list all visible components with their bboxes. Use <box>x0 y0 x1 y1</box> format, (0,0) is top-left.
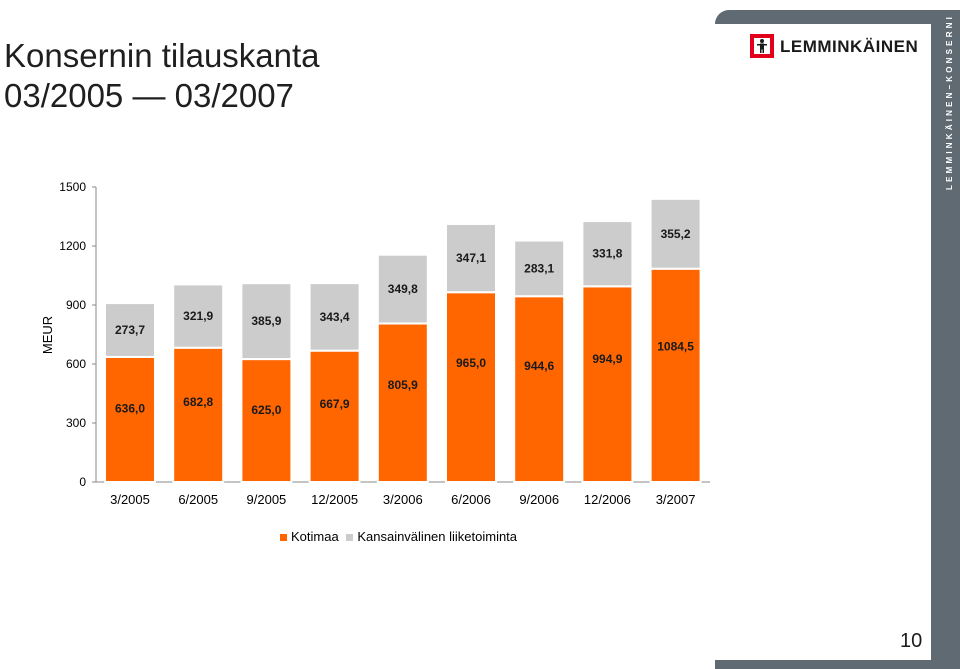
bar-kansainvalinen <box>445 222 497 294</box>
data-label-kansainvalinen: 343,4 <box>320 310 350 324</box>
bar-kotimaa <box>308 349 361 483</box>
data-label-kotimaa: 1084,5 <box>657 340 694 354</box>
legend-label-kotimaa: Kotimaa <box>291 529 339 544</box>
bar-kotimaa <box>104 355 156 484</box>
bar-kotimaa <box>581 285 634 483</box>
bar-kotimaa <box>513 295 566 483</box>
x-tick-label: 3/2006 <box>383 492 423 507</box>
legend-swatch-kansainvalinen <box>346 534 354 542</box>
x-tick-label: 9/2005 <box>247 492 287 507</box>
x-tick-label: 3/2007 <box>656 492 696 507</box>
data-label-kotimaa: 994,9 <box>592 352 622 366</box>
data-label-kansainvalinen: 349,8 <box>388 282 418 296</box>
data-label-kansainvalinen: 273,7 <box>115 323 145 337</box>
frame-bottom-bar <box>715 660 960 669</box>
x-tick-label: 9/2006 <box>519 492 559 507</box>
slide-title: Konsernin tilauskanta 03/2005 — 03/2007 <box>4 36 320 116</box>
data-label-kansainvalinen: 331,8 <box>592 247 622 261</box>
legend-item-kansainvalinen: Kansainvälinen liiketoiminta <box>346 529 517 544</box>
data-label-kansainvalinen: 385,9 <box>251 314 281 328</box>
y-tick-label: 600 <box>66 357 86 371</box>
bar-kansainvalinen <box>172 283 225 349</box>
data-label-kotimaa: 667,9 <box>320 397 350 411</box>
bar-kotimaa <box>376 322 429 484</box>
logo-mark-inner <box>754 38 770 54</box>
frame-right-bar <box>931 10 960 669</box>
data-label-kansainvalinen: 355,2 <box>661 227 691 241</box>
data-label-kotimaa: 965,0 <box>456 356 486 370</box>
x-tick-label: 12/2005 <box>311 492 358 507</box>
bar-kansainvalinen <box>240 282 293 361</box>
data-label-kansainvalinen: 347,1 <box>456 251 486 265</box>
bar-kansainvalinen <box>104 302 156 358</box>
x-tick-label: 6/2006 <box>451 492 491 507</box>
data-label-kotimaa: 625,0 <box>251 403 281 417</box>
legend-label-kansainvalinen: Kansainvälinen liiketoiminta <box>357 529 518 544</box>
data-label-kotimaa: 944,6 <box>524 359 554 373</box>
data-label-kotimaa: 805,9 <box>388 378 418 392</box>
bar-kotimaa <box>649 267 702 483</box>
y-tick-label: 1200 <box>59 239 86 253</box>
data-label-kansainvalinen: 283,1 <box>524 261 554 275</box>
y-axis-label: MEUR <box>40 316 55 354</box>
worker-figure-icon <box>750 34 774 58</box>
x-tick-label: 6/2005 <box>178 492 218 507</box>
y-tick-label: 0 <box>79 475 86 489</box>
data-label-kansainvalinen: 321,9 <box>183 309 213 323</box>
bar-kansainvalinen <box>581 220 634 288</box>
bar-kotimaa <box>445 291 497 484</box>
bar-kansainvalinen <box>649 197 702 270</box>
data-label-kotimaa: 682,8 <box>183 395 213 409</box>
bar-kansainvalinen <box>513 239 566 298</box>
x-tick-label: 3/2005 <box>110 492 150 507</box>
title-line-2: 03/2005 — 03/2007 <box>4 77 294 114</box>
bar-kansainvalinen <box>308 282 361 352</box>
legend-swatch-kotimaa <box>280 534 287 542</box>
y-tick-label: 1500 <box>59 180 86 194</box>
page-number: 10 <box>900 630 923 652</box>
title-line-1: Konsernin tilauskanta <box>4 37 320 74</box>
bar-kansainvalinen <box>376 253 429 325</box>
frame-top-bar <box>715 10 960 24</box>
page-number-box <box>866 626 931 660</box>
brand-logo-text: LEMMINKÄINEN <box>780 37 919 56</box>
legend-item-kotimaa: Kotimaa <box>280 529 339 544</box>
y-tick-label: 900 <box>66 298 86 312</box>
data-label-kotimaa: 636,0 <box>115 401 145 415</box>
y-tick-label: 300 <box>66 416 86 430</box>
bar-kotimaa <box>172 346 225 483</box>
bar-kotimaa <box>240 358 293 484</box>
chart-legend: Kotimaa Kansainvälinen liiketoiminta <box>280 529 521 544</box>
x-tick-label: 12/2006 <box>584 492 631 507</box>
